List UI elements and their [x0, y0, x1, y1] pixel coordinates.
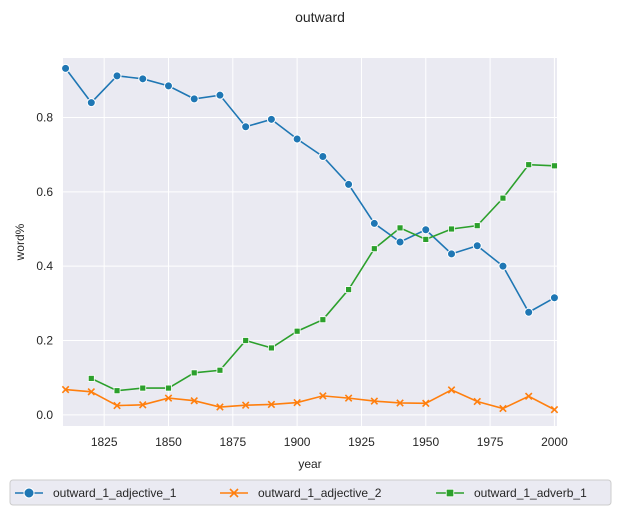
data-point — [344, 394, 353, 402]
x-tick-label: 1925 — [348, 435, 375, 449]
plot-background — [63, 58, 557, 426]
legend-label: outward_1_adverb_1 — [474, 486, 587, 500]
data-point — [396, 399, 404, 407]
data-point — [241, 401, 250, 409]
data-point — [396, 224, 404, 232]
data-point — [370, 245, 378, 253]
data-point — [499, 404, 507, 413]
data-point — [445, 488, 455, 498]
data-point — [344, 179, 354, 189]
data-point — [112, 71, 122, 81]
data-point — [87, 375, 95, 382]
x-tick-label: 1900 — [284, 435, 311, 449]
data-point — [61, 63, 71, 73]
data-point — [266, 114, 276, 124]
x-tick-label: 1825 — [91, 435, 118, 449]
data-point — [216, 366, 224, 374]
data-point — [293, 327, 301, 335]
y-tick-label: 0.6 — [36, 185, 53, 199]
data-point — [319, 316, 327, 324]
legend-label: outward_1_adjective_2 — [258, 486, 382, 500]
data-point — [395, 237, 405, 247]
data-point — [472, 241, 482, 251]
data-point — [422, 235, 430, 243]
data-point — [23, 487, 35, 499]
data-point — [499, 194, 507, 202]
chart-title: outward — [295, 9, 345, 25]
x-axis-label: year — [298, 457, 321, 471]
series-outward_1_adjective_2 — [61, 385, 559, 414]
data-point — [139, 384, 147, 392]
y-tick-label: 0.2 — [36, 334, 53, 348]
data-point — [448, 225, 455, 233]
data-point — [113, 387, 121, 395]
data-point — [61, 385, 70, 394]
data-point — [216, 403, 224, 411]
legend: outward_1_adjective_1 outward_1_adjective… — [9, 479, 612, 506]
series-line — [65, 388, 555, 411]
data-point — [292, 134, 302, 144]
data-point — [190, 369, 198, 377]
series-outward_1_adverb_1 — [87, 161, 558, 395]
data-point — [113, 401, 121, 410]
data-point — [525, 161, 533, 169]
data-point — [189, 94, 199, 104]
data-point — [473, 222, 481, 230]
y-tick-label: 0.8 — [36, 110, 53, 124]
x-tick-label: 1975 — [477, 435, 504, 449]
data-point — [549, 293, 559, 303]
data-point — [138, 74, 148, 84]
data-point — [369, 218, 379, 228]
x-tick-label: 1875 — [219, 435, 246, 449]
data-point — [267, 400, 276, 409]
data-point — [370, 397, 379, 405]
data-point — [524, 392, 533, 401]
legend-box — [9, 479, 612, 506]
data-point — [190, 396, 198, 405]
data-point — [229, 488, 239, 498]
data-point — [163, 81, 173, 91]
data-point — [319, 392, 327, 400]
data-point — [498, 261, 508, 271]
series-outward_1_adjective_1 — [61, 63, 559, 317]
data-point — [421, 225, 431, 235]
data-point — [241, 122, 251, 132]
data-point — [164, 394, 173, 402]
legend-label: outward_1_adjective_1 — [53, 486, 177, 500]
legend-item: outward_1_adverb_1 — [436, 486, 587, 500]
data-point — [473, 397, 482, 406]
data-point — [242, 337, 250, 344]
data-point — [551, 162, 558, 170]
data-point — [87, 388, 96, 396]
y-tick-label: 0.4 — [36, 259, 53, 273]
x-tick-label: 1850 — [155, 435, 182, 449]
data-point — [215, 90, 225, 100]
series-layer — [61, 63, 559, 414]
data-point — [447, 249, 457, 259]
data-point — [138, 401, 147, 409]
data-point — [268, 344, 275, 352]
legend-item: outward_1_adjective_2 — [220, 486, 382, 500]
y-tick-label: 0.0 — [36, 408, 53, 422]
x-tick-label: 1950 — [412, 435, 439, 449]
data-point — [318, 152, 328, 162]
tick-labels: 1825 1850 1875 1900 1925 1950 1975 2000 0.0 0.2 0.… — [36, 110, 568, 449]
data-point — [345, 286, 352, 293]
data-point — [165, 384, 172, 392]
data-point — [524, 307, 534, 317]
y-axis-label: word% — [13, 223, 27, 261]
data-point — [422, 399, 430, 408]
legend-item: outward_1_adjective_1 — [15, 486, 177, 500]
data-point — [293, 398, 301, 407]
x-tick-label: 2000 — [541, 435, 568, 449]
data-point — [550, 405, 559, 414]
data-point — [86, 98, 96, 108]
data-point — [447, 386, 456, 394]
